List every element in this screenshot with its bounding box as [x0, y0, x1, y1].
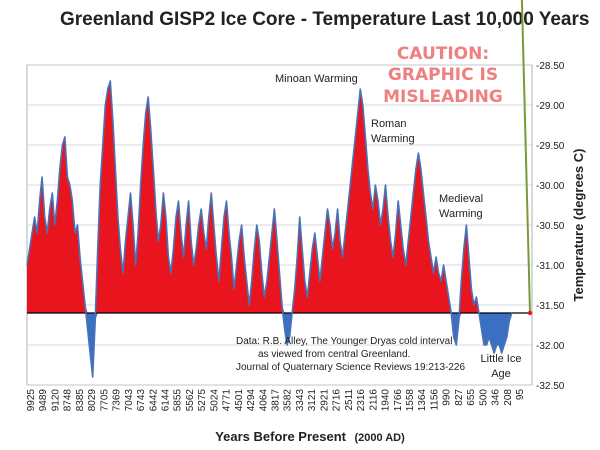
- x-tick-label-16: 4771: [222, 389, 233, 412]
- x-tick-label-8: 7043: [124, 389, 135, 412]
- x-tick-label-15: 5024: [209, 389, 220, 412]
- y-tick-label-5: -31.00: [536, 261, 565, 272]
- x-tick-label-34: 990: [442, 389, 453, 406]
- y-tick-labels: -28.50 -29.00 -29.50 -30.00 -30.50 -31.00 -31.…: [536, 61, 565, 392]
- y-tick-label-1: -29.00: [536, 101, 565, 112]
- x-tick-label-2: 9120: [50, 389, 61, 412]
- annotation-medieval-line-1: Medieval: [439, 193, 483, 205]
- x-axis-label-main: Years Before Present: [215, 429, 346, 444]
- x-tick-label-24: 2921: [319, 389, 330, 412]
- x-tick-label-30: 1766: [393, 389, 404, 412]
- x-tick-label-12: 5855: [173, 389, 184, 412]
- x-tick-label-20: 3817: [271, 389, 282, 412]
- x-axis-label: Years Before Present (2000 AD): [215, 428, 405, 445]
- x-tick-label-33: 1156: [429, 389, 440, 411]
- x-tick-label-21: 3582: [283, 389, 294, 412]
- x-tick-label-13: 5562: [185, 389, 196, 412]
- y-axis-label: Temperature (degrees C): [571, 149, 586, 302]
- x-tick-label-22: 3343: [295, 389, 306, 412]
- x-tick-label-6: 7705: [99, 389, 110, 412]
- x-tick-label-36: 655: [466, 389, 477, 406]
- annotation-minoan: Minoan Warming: [275, 73, 358, 85]
- x-tick-label-26: 2511: [344, 389, 355, 411]
- x-tick-label-7: 7369: [112, 389, 123, 412]
- x-tick-label-14: 5275: [197, 389, 208, 412]
- x-tick-label-5: 8029: [87, 389, 98, 412]
- x-axis-label-suffix: (2000 AD): [354, 432, 405, 444]
- source-note-line-1: Data: R.B. Alley, The Younger Dryas cold…: [236, 336, 452, 347]
- caution-line-2: GRAPHIC IS: [388, 65, 498, 85]
- x-tick-label-17: 4501: [234, 389, 245, 412]
- x-tick-label-10: 6442: [148, 389, 159, 412]
- x-tick-label-40: 95: [515, 389, 526, 401]
- x-tick-label-31: 1558: [405, 389, 416, 412]
- x-tick-label-32: 1364: [417, 389, 428, 412]
- y-tick-label-0: -28.50: [536, 61, 565, 72]
- annotation-roman-line-2: Warming: [371, 133, 415, 145]
- caution-line-3: MISLEADING: [383, 87, 503, 107]
- x-tick-label-19: 4064: [258, 389, 269, 412]
- warm-area: [27, 81, 512, 313]
- x-tick-labels: 9925 9489 9120 8748 8385 8029 7705 7369 7043 6743…: [26, 389, 526, 412]
- x-tick-label-4: 8385: [75, 389, 86, 412]
- x-tick-label-3: 8748: [63, 389, 74, 412]
- x-tick-label-1: 9489: [38, 389, 49, 412]
- x-tick-label-18: 4294: [246, 389, 257, 412]
- temperature-line: [26, 80, 513, 378]
- x-tick-label-27: 2316: [356, 389, 367, 412]
- x-tick-label-39: 208: [503, 389, 514, 406]
- caution-line-1: CAUTION:: [397, 44, 489, 64]
- chart-title: Greenland GISP2 Ice Core - Temperature L…: [60, 9, 589, 30]
- x-tick-label-35: 827: [454, 389, 465, 406]
- x-tick-label-28: 2116: [368, 389, 379, 411]
- x-tick-label-37: 500: [478, 389, 489, 406]
- y-tick-label-6: -31.50: [536, 301, 565, 312]
- source-note-line-2: as viewed from central Greenland.: [258, 349, 410, 360]
- x-tick-label-11: 6144: [160, 389, 171, 412]
- x-tick-label-38: 346: [491, 389, 502, 406]
- x-tick-label-25: 2716: [332, 389, 343, 412]
- y-tick-label-3: -30.00: [536, 181, 565, 192]
- y-tick-label-7: -32.00: [536, 341, 565, 352]
- y-tick-label-4: -30.50: [536, 221, 565, 232]
- y-tick-label-8: -32.50: [536, 381, 565, 392]
- annotation-roman-line-1: Roman: [371, 118, 406, 130]
- area-fills: [27, 81, 512, 377]
- source-note-line-3: Journal of Quaternary Science Reviews 19…: [236, 362, 465, 373]
- series-lines: [26, 0, 533, 378]
- x-tick-label-23: 3121: [307, 389, 318, 412]
- annotation-lia-line-1: Little Ice: [481, 353, 522, 365]
- modern-segment: [520, 0, 531, 314]
- annotation-medieval-line-2: Warming: [439, 208, 483, 220]
- annotation-lia-line-2: Age: [491, 368, 511, 380]
- x-tick-label-9: 6743: [136, 389, 147, 412]
- x-tick-label-29: 1940: [381, 389, 392, 412]
- end-point-marker: [527, 310, 533, 316]
- y-tick-label-2: -29.50: [536, 141, 565, 152]
- x-tick-label-0: 9925: [26, 389, 37, 412]
